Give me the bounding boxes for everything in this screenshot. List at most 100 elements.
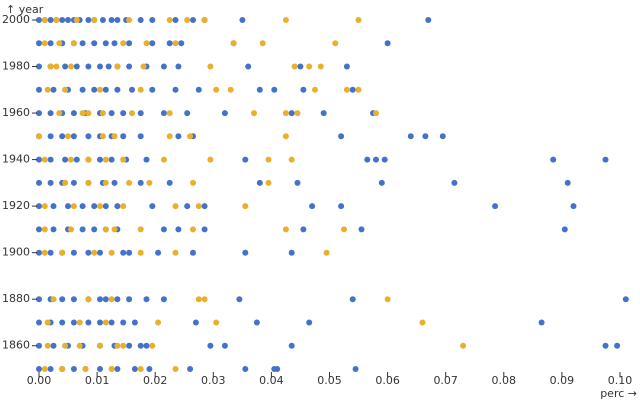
data-point [425, 17, 432, 23]
data-point [155, 319, 162, 326]
data-point [59, 17, 66, 23]
data-point [137, 249, 144, 256]
data-point [288, 342, 295, 349]
data-point [97, 249, 103, 256]
data-point [97, 86, 103, 93]
data-point [68, 63, 74, 70]
data-point [126, 249, 133, 256]
data-point [44, 86, 51, 93]
data-point [70, 179, 77, 186]
data-point [355, 86, 362, 93]
data-point [282, 133, 289, 140]
data-point [451, 179, 458, 186]
data-point [111, 179, 118, 186]
data-point [312, 86, 318, 93]
data-point [56, 40, 63, 47]
data-point [213, 319, 220, 326]
data-point [36, 156, 42, 163]
data-point [47, 133, 54, 140]
data-point [160, 63, 167, 70]
data-point [41, 40, 48, 47]
data-point [160, 110, 167, 117]
data-point [570, 203, 577, 210]
data-point [602, 156, 609, 163]
data-point [108, 156, 115, 163]
data-point [36, 17, 42, 23]
data-point [201, 203, 208, 210]
data-point [140, 63, 147, 70]
data-point [137, 366, 144, 372]
data-point [129, 86, 135, 93]
data-point [111, 226, 118, 233]
data-point [126, 63, 133, 70]
data-point [99, 133, 106, 140]
data-point [70, 296, 77, 303]
data-point [239, 17, 246, 23]
data-point [291, 63, 298, 70]
data-point [146, 366, 153, 372]
data-point [59, 366, 66, 372]
data-point [259, 40, 266, 47]
data-point [155, 249, 162, 256]
y-tick-label: 1860 [2, 339, 30, 352]
data-point [195, 86, 202, 93]
data-point [172, 366, 179, 372]
data-point [62, 63, 69, 70]
data-point [59, 296, 66, 303]
y-tick-label: 1880 [2, 292, 30, 305]
data-point [41, 17, 48, 23]
data-point [306, 63, 313, 70]
data-point [143, 156, 150, 163]
data-point [166, 40, 173, 47]
data-point [160, 226, 167, 233]
data-point [149, 86, 156, 93]
data-point [355, 17, 362, 23]
data-point [91, 86, 98, 93]
data-point [70, 249, 77, 256]
data-point [297, 63, 304, 70]
data-point [358, 226, 365, 233]
data-point [184, 203, 191, 210]
data-point [91, 40, 98, 47]
data-point [36, 319, 42, 326]
data-point [79, 203, 86, 210]
data-point [300, 86, 307, 93]
data-point [97, 203, 103, 210]
data-point [149, 203, 156, 210]
data-point [288, 156, 295, 163]
data-point [41, 203, 48, 210]
data-point [242, 366, 249, 372]
data-point [149, 342, 156, 349]
data-point [317, 63, 324, 70]
data-point [137, 133, 144, 140]
data-point [108, 296, 115, 303]
data-point [143, 40, 150, 47]
data-point [201, 17, 208, 23]
data-point [114, 17, 121, 23]
data-point [97, 366, 103, 372]
data-point [146, 179, 153, 186]
data-point [245, 63, 252, 70]
data-point [91, 249, 98, 256]
data-point [309, 203, 316, 210]
data-point [137, 17, 144, 23]
data-point [44, 342, 51, 349]
data-point [73, 63, 80, 70]
data-point [47, 17, 54, 23]
data-point [166, 110, 173, 117]
data-point [160, 156, 167, 163]
x-tick-label: 0.02 [143, 374, 168, 387]
data-point [68, 156, 74, 163]
data-point [70, 366, 77, 372]
data-point [550, 156, 557, 163]
data-point [120, 133, 127, 140]
data-point [201, 226, 208, 233]
data-point [120, 40, 127, 47]
data-point [343, 86, 350, 93]
data-point [79, 110, 86, 117]
data-point [195, 203, 202, 210]
data-point [70, 319, 77, 326]
data-point [143, 342, 150, 349]
points-layer [36, 17, 629, 372]
data-point [323, 249, 330, 256]
